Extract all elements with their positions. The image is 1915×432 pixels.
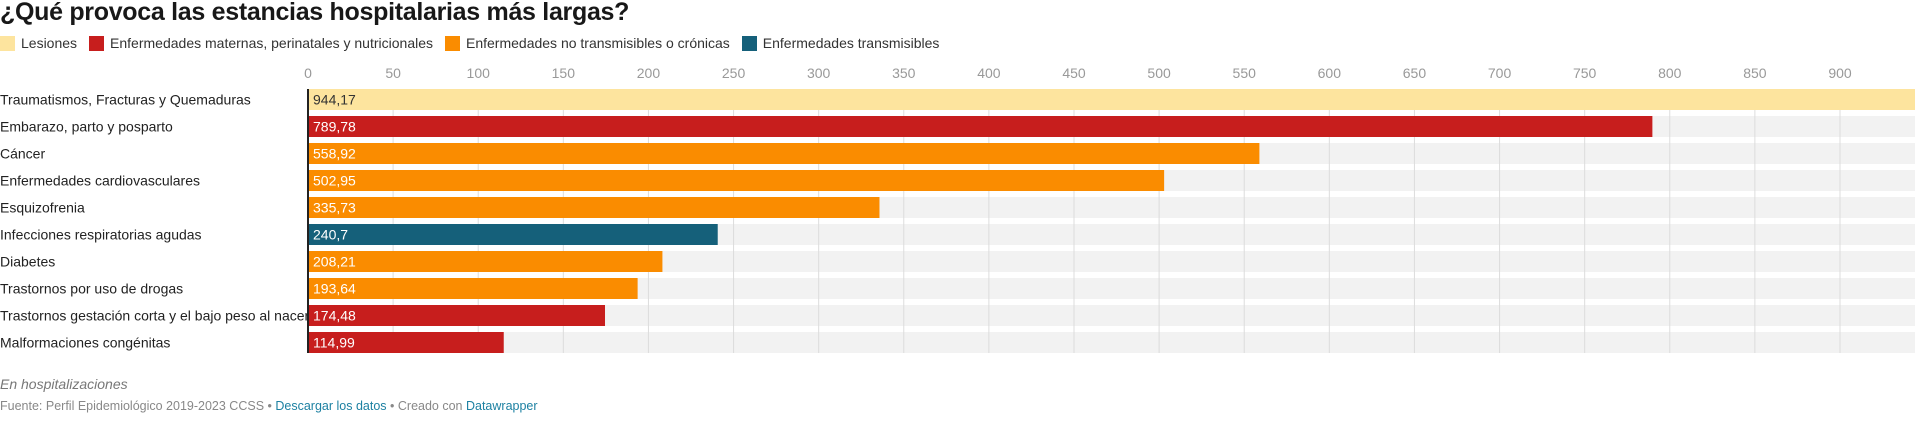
row-background bbox=[308, 305, 1915, 326]
category-label: Esquizofrenia bbox=[0, 200, 85, 216]
category-label: Cáncer bbox=[0, 146, 45, 162]
value-label: 208,21 bbox=[313, 254, 356, 270]
x-tick-label: 600 bbox=[1318, 65, 1342, 81]
x-tick-label: 750 bbox=[1573, 65, 1597, 81]
x-tick-label: 350 bbox=[892, 65, 916, 81]
value-label: 944,17 bbox=[313, 92, 356, 108]
x-tick-label: 100 bbox=[467, 65, 491, 81]
x-tick-label: 400 bbox=[977, 65, 1001, 81]
separator: • bbox=[386, 399, 398, 413]
x-tick-label: 650 bbox=[1403, 65, 1427, 81]
chart-notes: En hospitalizaciones bbox=[0, 376, 128, 392]
x-tick-label: 250 bbox=[722, 65, 746, 81]
legend-swatch bbox=[0, 35, 15, 51]
datawrapper-link[interactable]: Datawrapper bbox=[465, 399, 538, 413]
created-with-text: Creado con bbox=[397, 399, 466, 413]
source-text: Fuente: Perfil Epidemiológico 2019-2023 … bbox=[0, 399, 265, 413]
category-label: Malformaciones congénitas bbox=[0, 335, 170, 351]
category-label: Trastornos gestación corta y el bajo pes… bbox=[0, 308, 310, 324]
separator: • bbox=[264, 399, 276, 413]
chart-footer: Fuente: Perfil Epidemiológico 2019-2023 … bbox=[0, 399, 538, 413]
x-tick-label: 150 bbox=[552, 65, 576, 81]
value-label: 240,7 bbox=[313, 227, 348, 243]
category-label: Infecciones respiratorias agudas bbox=[0, 227, 202, 243]
download-data-link[interactable]: Descargar los datos bbox=[275, 399, 387, 413]
x-tick-label: 200 bbox=[637, 65, 661, 81]
x-tick-label: 500 bbox=[1147, 65, 1171, 81]
legend-item-transmisibles: Enfermedades transmisibles bbox=[741, 35, 940, 51]
row-background bbox=[308, 278, 1915, 299]
bar bbox=[308, 143, 1260, 164]
bar bbox=[308, 251, 663, 272]
legend: Lesiones Enfermedades maternas, perinata… bbox=[0, 35, 939, 51]
legend-label: Lesiones bbox=[21, 35, 78, 51]
category-label: Diabetes bbox=[0, 254, 55, 270]
bar bbox=[308, 305, 606, 326]
chart-title: ¿Qué provoca las estancias hospitalarias… bbox=[0, 0, 630, 26]
category-label: Trastornos por uso de drogas bbox=[0, 281, 183, 297]
bar-chart: 0 50 100 150 200 250 300 350 400 450 500 550 600 650 7… bbox=[0, 65, 1915, 353]
bar bbox=[308, 278, 638, 299]
x-tick-label: 850 bbox=[1743, 65, 1767, 81]
x-tick-label: 800 bbox=[1658, 65, 1682, 81]
value-label: 335,73 bbox=[313, 200, 356, 216]
x-tick-label: 450 bbox=[1062, 65, 1086, 81]
legend-label: Enfermedades transmisibles bbox=[762, 35, 940, 51]
category-label: Traumatismos, Fracturas y Quemaduras bbox=[0, 92, 251, 108]
x-tick-label: 300 bbox=[807, 65, 831, 81]
value-label: 558,92 bbox=[313, 146, 356, 162]
value-label: 789,78 bbox=[313, 119, 356, 135]
legend-swatch bbox=[741, 35, 757, 51]
legend-item-maternas: Enfermedades maternas, perinatales y nut… bbox=[89, 35, 433, 51]
x-tick-label: 700 bbox=[1488, 65, 1512, 81]
bar bbox=[308, 197, 880, 218]
category-label: Enfermedades cardiovasculares bbox=[0, 173, 200, 189]
legend-item-cronicas: Enfermedades no transmisibles o crónicas bbox=[445, 35, 730, 51]
legend-item-lesiones: Lesiones bbox=[0, 35, 77, 51]
category-label: Embarazo, parto y posparto bbox=[0, 119, 173, 135]
value-label: 174,48 bbox=[313, 308, 356, 324]
bar bbox=[308, 116, 1653, 137]
x-tick-label: 0 bbox=[304, 65, 312, 81]
value-label: 114,99 bbox=[313, 335, 355, 351]
legend-swatch bbox=[89, 35, 105, 51]
x-tick-label: 550 bbox=[1233, 65, 1257, 81]
bar bbox=[308, 170, 1165, 191]
value-label: 502,95 bbox=[313, 173, 356, 189]
bar bbox=[308, 224, 718, 245]
bar bbox=[308, 332, 504, 353]
legend-label: Enfermedades no transmisibles o crónicas bbox=[466, 35, 730, 51]
row-background bbox=[308, 332, 1915, 353]
x-tick-label: 50 bbox=[385, 65, 401, 81]
value-label: 193,64 bbox=[313, 281, 356, 297]
x-tick-label: 900 bbox=[1828, 65, 1852, 81]
row-background bbox=[308, 251, 1915, 272]
legend-swatch bbox=[445, 35, 460, 51]
bar bbox=[308, 89, 1915, 110]
legend-label: Enfermedades maternas, perinatales y nut… bbox=[110, 35, 433, 51]
